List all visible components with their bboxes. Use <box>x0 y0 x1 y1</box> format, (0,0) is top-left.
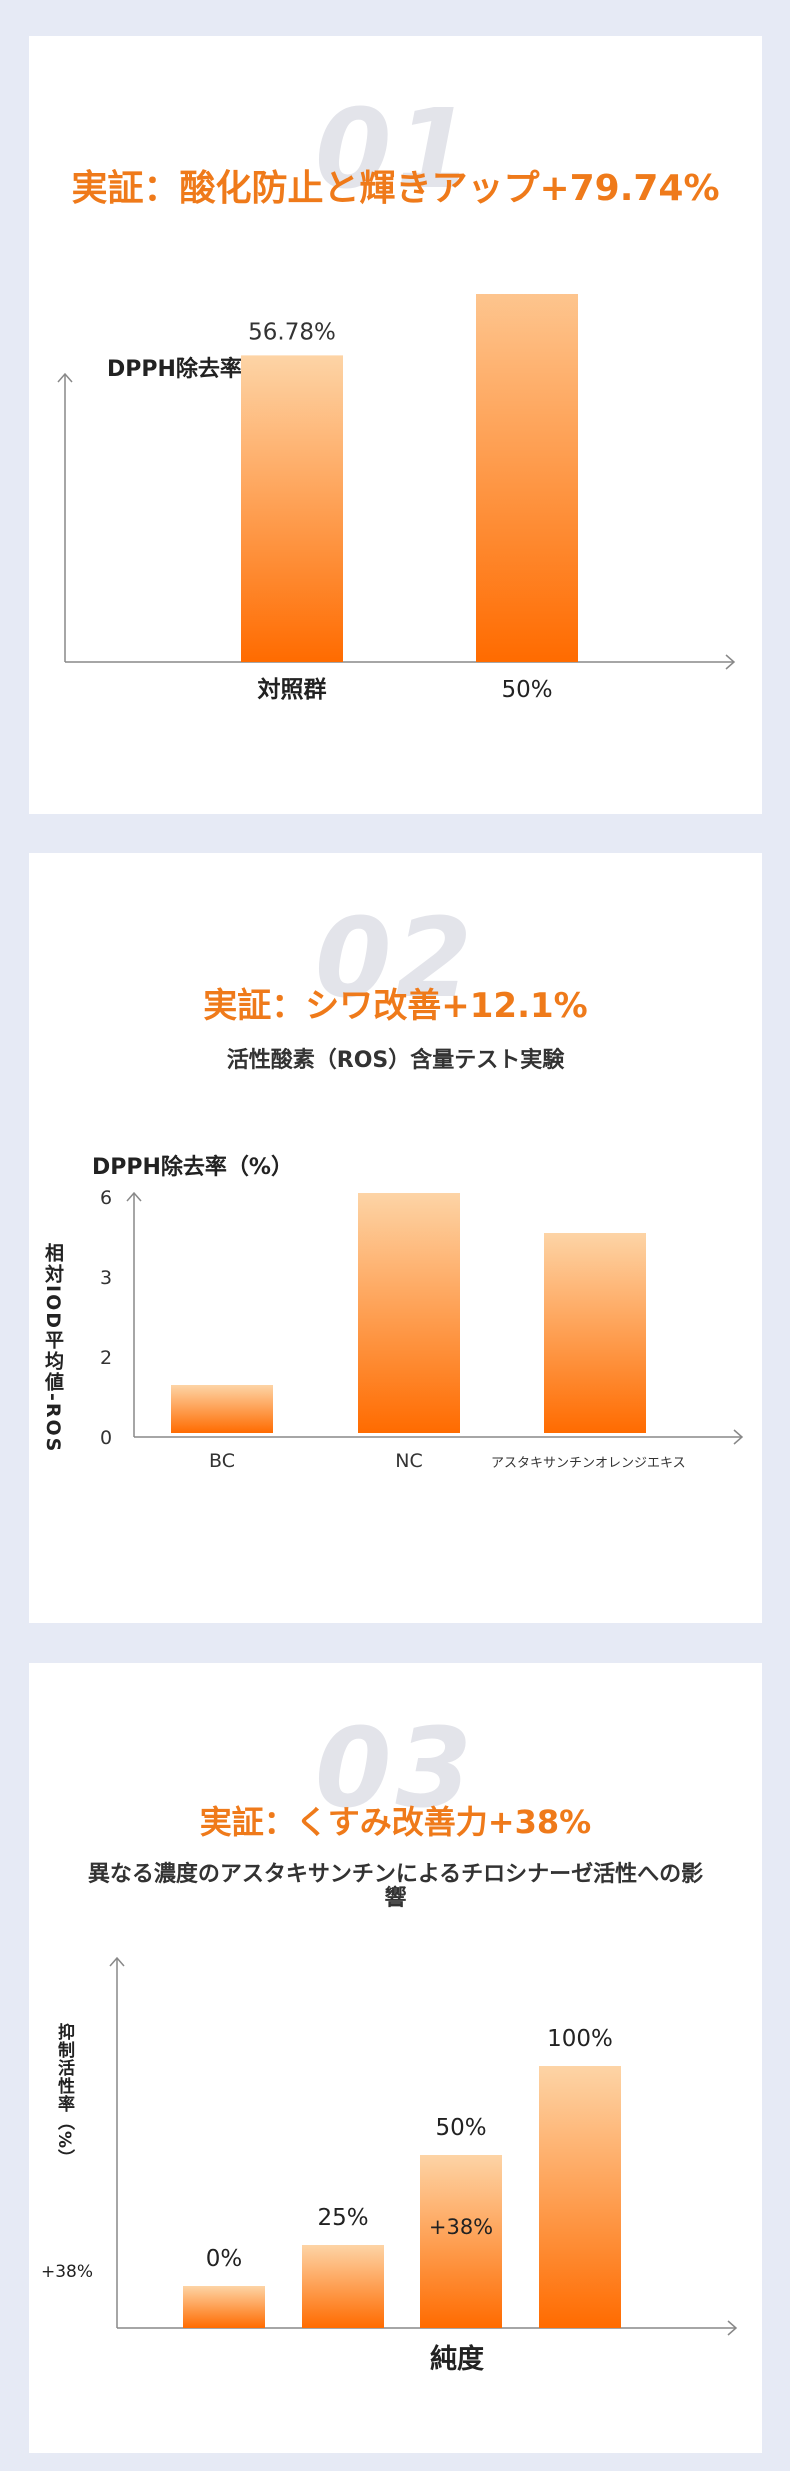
chart2-ytick-3: 6 <box>100 1187 112 1209</box>
section-subtitle-2: 活性酸素（ROS）含量テスト実験 <box>226 1048 565 1073</box>
chart3-xlabel: 純度 <box>430 2343 484 2375</box>
section-title-1: 実証：酸化防止と輝きアップ+79.74% <box>71 168 720 209</box>
section-card-2: 02 実証：シワ改善+12.1% 活性酸素（ROS）含量テスト実験 DPPH除去… <box>29 853 762 1623</box>
chart3-ylabel: 抑制活性率（%） <box>54 2022 75 2167</box>
chart2-category-0: BC <box>209 1450 235 1472</box>
chart2-ytick-2: 3 <box>100 1267 112 1289</box>
chart1-category-1: 50% <box>501 677 552 703</box>
chart1-y-axis-arrow <box>57 372 73 383</box>
chart2-bar-1 <box>358 1193 460 1433</box>
chart3-value-label-3: 100% <box>547 2026 613 2052</box>
chart2-category-1: NC <box>395 1450 422 1472</box>
chart3-annotation-1: +38% <box>41 2262 93 2282</box>
section-card-3: 03 実証：くすみ改善力+38% 異なる濃度のアスタキサンチンによるチロシナーゼ… <box>29 1663 762 2453</box>
chart3-value-label-0: 0% <box>206 2246 243 2272</box>
chart3-x-axis-arrow <box>727 2320 738 2336</box>
chart2-x-axis-arrow <box>733 1429 744 1445</box>
chart-2: DPPH除去率（%） 相対IOD平均値-ROS 0 2 3 6 BC NC アスタキサンチンオレ… <box>42 1154 744 1472</box>
chart2-title: DPPH除去率（%） <box>92 1154 293 1180</box>
chart2-ytick-1: 2 <box>100 1347 112 1369</box>
chart3-bar-0 <box>183 2286 265 2328</box>
chart3-bar-3 <box>539 2066 621 2328</box>
chart1-x-axis-arrow <box>725 654 736 670</box>
chart1-bar-0 <box>241 355 343 662</box>
chart1-category-0: 対照群 <box>258 676 327 703</box>
section-number-3: 03 <box>314 1704 477 1832</box>
chart3-bar-1 <box>302 2245 384 2328</box>
chart1-bar-1 <box>476 294 578 662</box>
chart2-bar-0 <box>171 1385 273 1433</box>
section-number-1: 01 <box>314 85 477 213</box>
section-number-2: 02 <box>314 894 477 1022</box>
section-card-1: 01 実証：酸化防止と輝きアップ+79.74% DPPH除去率（%） 56.78%… <box>29 36 762 814</box>
chart3-value-label-2: 50% <box>435 2115 486 2141</box>
chart2-bar-2 <box>544 1233 646 1433</box>
chart2-y-axis-arrow <box>126 1191 142 1202</box>
chart3-value-label-1: 25% <box>317 2205 368 2231</box>
chart1-value-label-0: 56.78% <box>248 319 336 345</box>
chart-1: DPPH除去率（%）56.78%対照群79.74%50% <box>57 294 736 703</box>
chart2-ylabel: 相対IOD平均値-ROS <box>42 1243 65 1454</box>
section-subtitle-3: 異なる濃度のアスタキサンチンによるチロシナーゼ活性への影響 <box>87 1862 704 1911</box>
chart3-annotation-0: +38% <box>429 2215 493 2239</box>
chart3-y-axis-arrow <box>109 1956 125 1967</box>
section-title-3: 実証：くすみ改善力+38% <box>199 1803 592 1841</box>
chart2-ytick-0: 0 <box>100 1427 112 1449</box>
chart3-bar-2 <box>420 2155 502 2328</box>
section-title-2: 実証：シワ改善+12.1% <box>203 986 588 1026</box>
chart-3: 抑制活性率（%） 純度 0% 25% 50% 100% +38% +38% <box>41 1956 738 2375</box>
chart2-category-2: アスタキサンチンオレンジエキス <box>491 1456 686 1471</box>
